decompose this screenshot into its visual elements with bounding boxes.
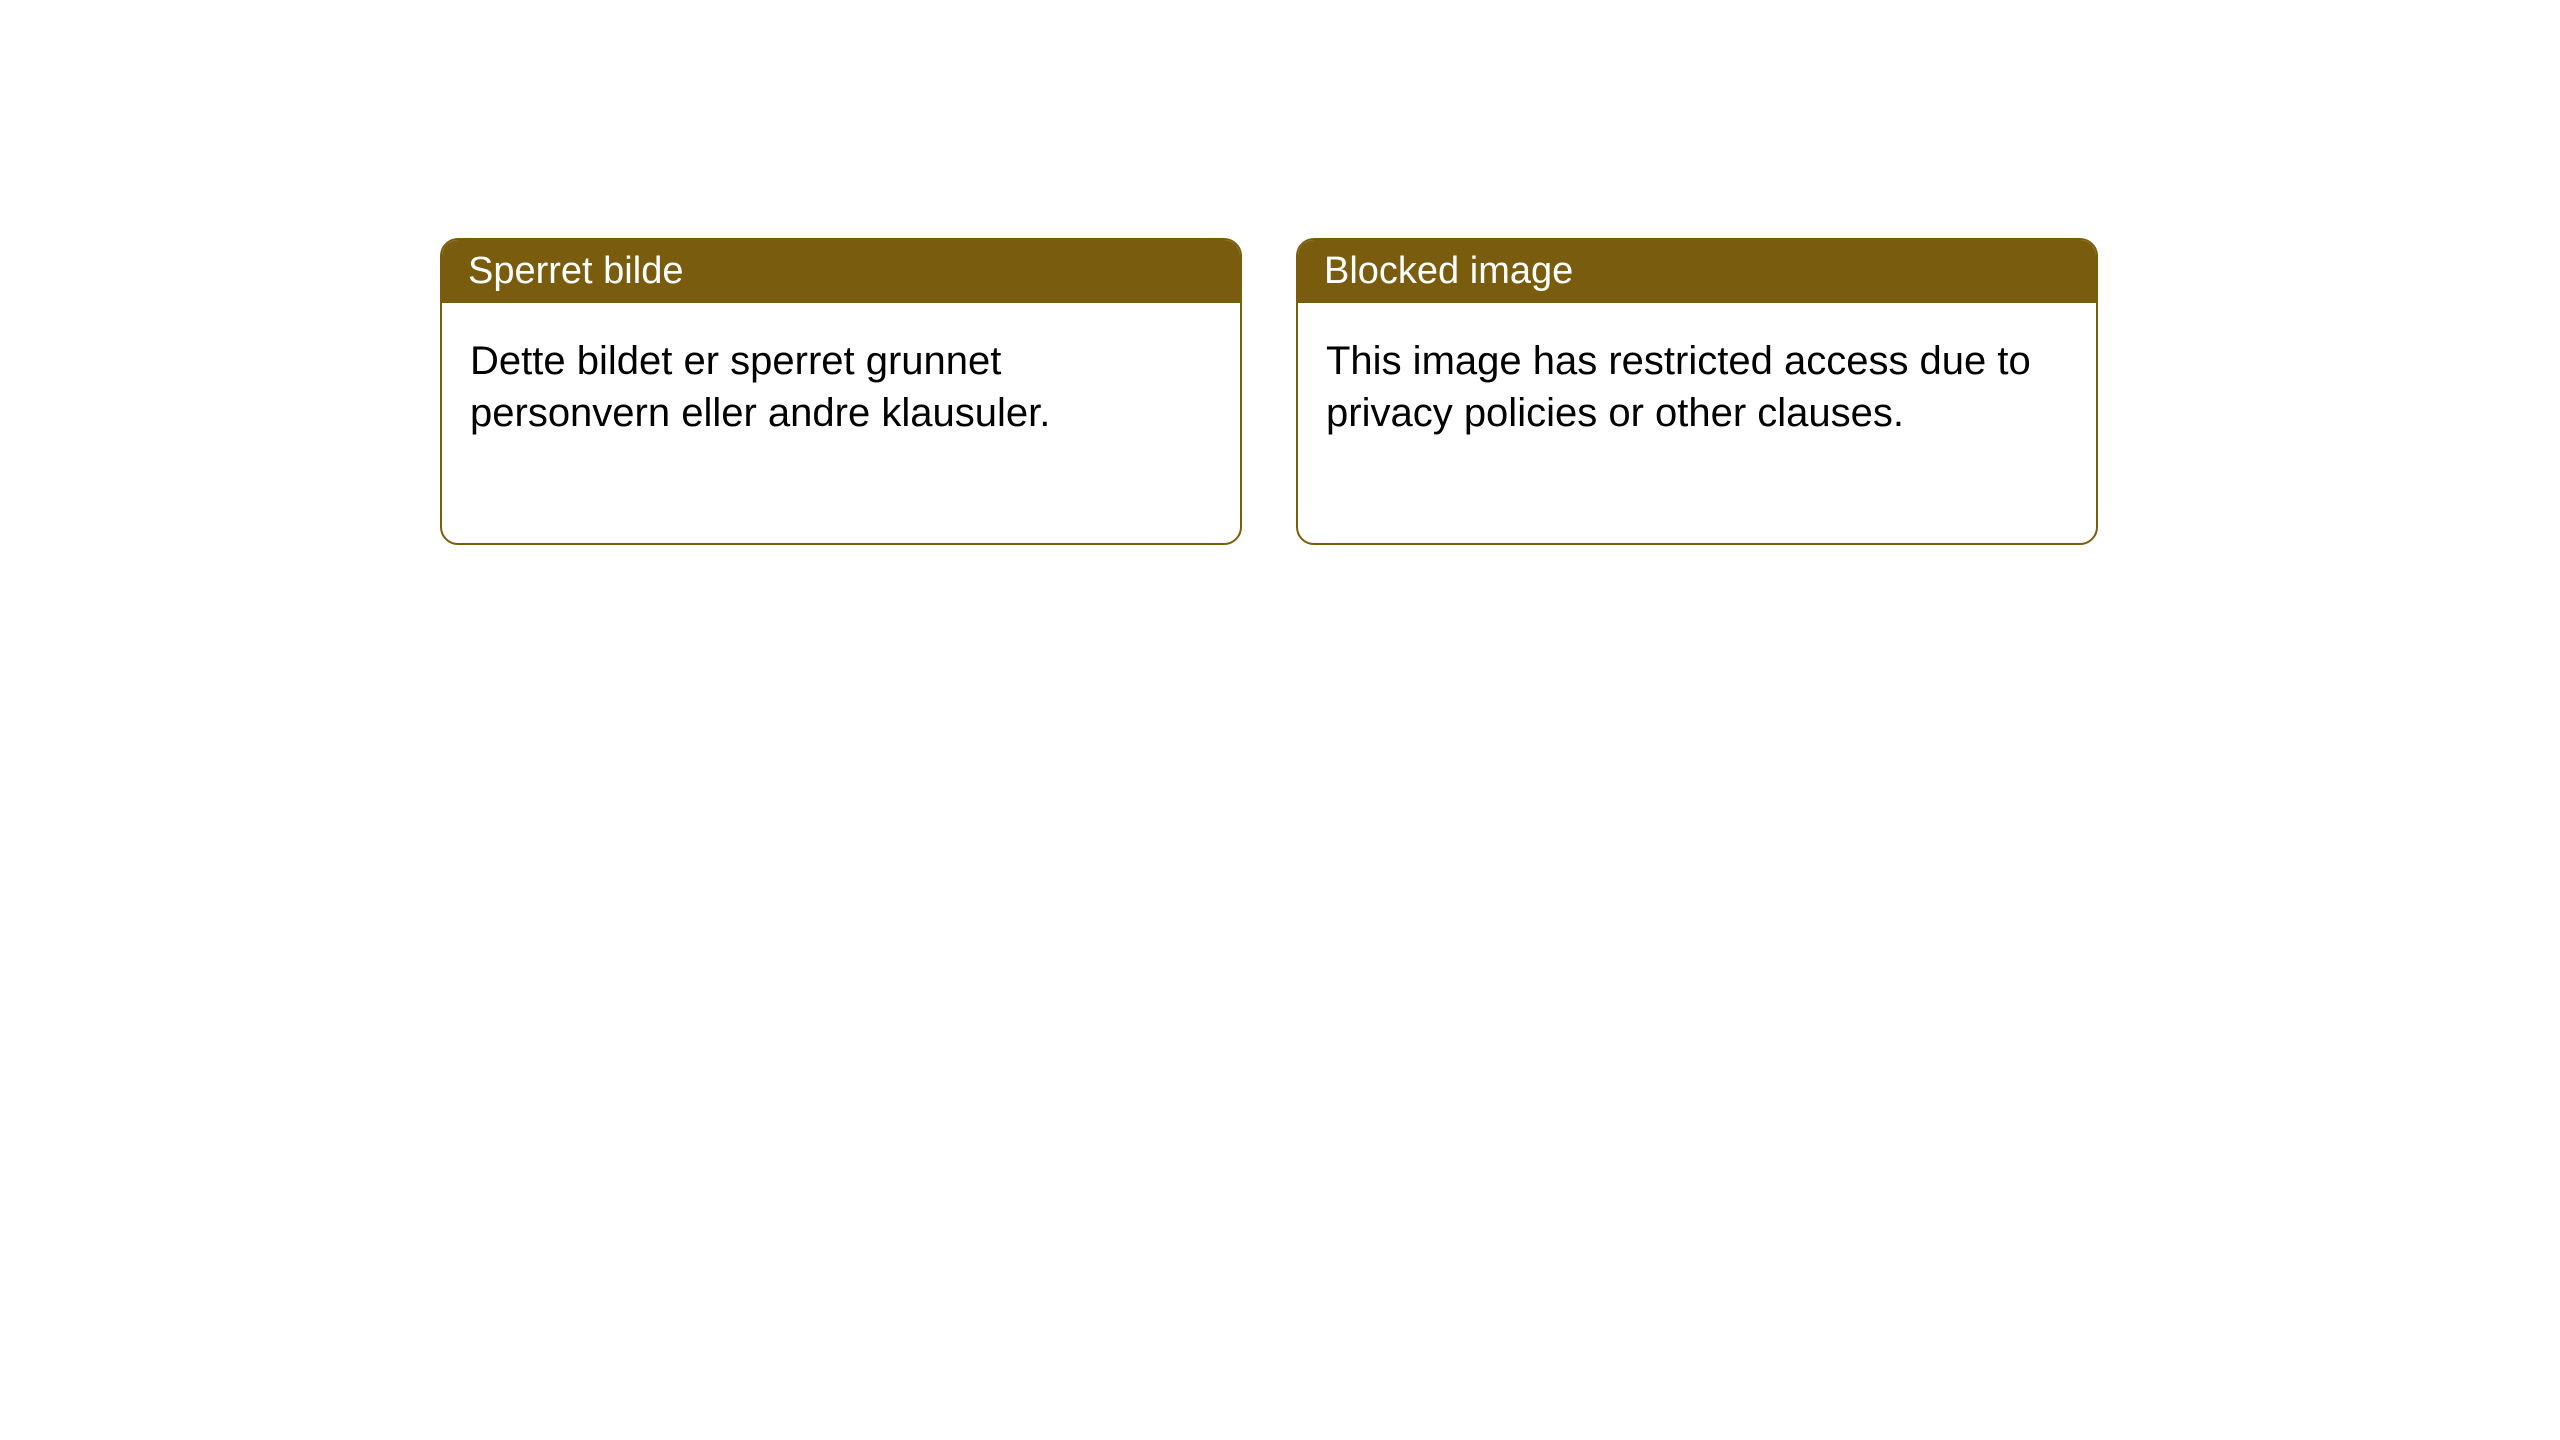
notice-title: Sperret bilde [468, 250, 683, 292]
notice-body: Dette bildet er sperret grunnet personve… [442, 303, 1240, 543]
notice-title: Blocked image [1324, 250, 1573, 292]
notice-header: Blocked image [1298, 240, 2096, 303]
notice-message: This image has restricted access due to … [1326, 339, 2031, 435]
notice-header: Sperret bilde [442, 240, 1240, 303]
notice-message: Dette bildet er sperret grunnet personve… [470, 339, 1050, 435]
notice-body: This image has restricted access due to … [1298, 303, 2096, 543]
notice-container: Sperret bilde Dette bildet er sperret gr… [0, 0, 2560, 545]
notice-card-norwegian: Sperret bilde Dette bildet er sperret gr… [440, 238, 1242, 545]
notice-card-english: Blocked image This image has restricted … [1296, 238, 2098, 545]
